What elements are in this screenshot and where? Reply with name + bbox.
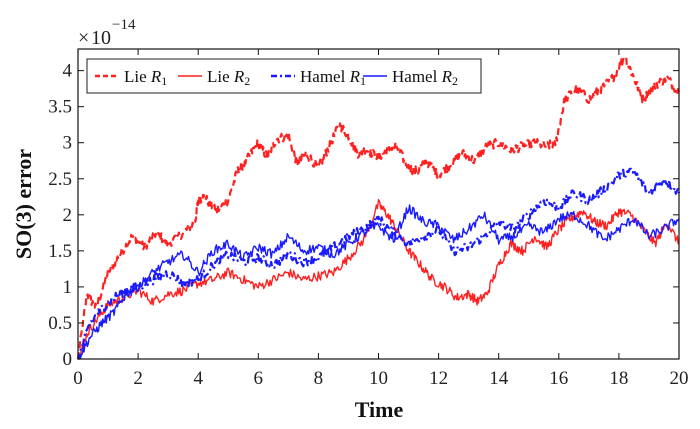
multiplier-exponent: −14 [112, 17, 136, 33]
x-tick-label: 6 [254, 368, 264, 389]
multiplier-times: × [78, 27, 89, 49]
x-tick-label: 14 [489, 368, 509, 389]
y-tick-label: 2 [63, 205, 73, 226]
y-tick-label: 0.5 [48, 313, 72, 334]
multiplier-base: 10 [91, 27, 111, 49]
ticks-layer: 0 2 4 6 8 10 12 14 16 18 20 0 0.5 1 1.5 2 2.5 3 3.5 4 [48, 49, 689, 389]
x-axis-label: Time [355, 397, 404, 422]
x-tick-label: 10 [369, 368, 388, 389]
legend-label-3: Hamel R1 [300, 67, 366, 88]
y-tick-label: 2.5 [48, 169, 72, 190]
x-tick-label: 18 [609, 368, 628, 389]
legend-box [86, 58, 482, 94]
x-tick-label: 16 [549, 368, 568, 389]
series-line-1 [76, 56, 681, 360]
legend-label-2: Lie R2 [207, 67, 250, 88]
y-multiplier: × 10 −14 [78, 17, 136, 49]
y-axis-label: SO(3) error [11, 149, 36, 259]
series-line-4 [77, 204, 680, 360]
x-tick-label: 20 [670, 368, 689, 389]
y-tick-label: 3.5 [48, 97, 72, 118]
legend: Lie R1 Lie R2 Hamel R1 Hamel R2 [86, 58, 482, 94]
x-tick-label: 8 [314, 368, 324, 389]
x-tick-label: 12 [429, 368, 448, 389]
x-tick-label: 4 [193, 368, 203, 389]
y-tick-label: 0 [63, 349, 73, 370]
y-tick-label: 1.5 [48, 241, 72, 262]
x-tick-label: 0 [73, 368, 83, 389]
y-tick-label: 1 [63, 277, 73, 298]
legend-label-4: Hamel R2 [392, 67, 458, 88]
y-tick-label: 4 [63, 61, 73, 82]
legend-label-1: Lie R1 [124, 67, 167, 88]
y-tick-label: 3 [63, 133, 73, 154]
x-tick-label: 2 [133, 368, 143, 389]
series-layer [76, 56, 681, 360]
labels-layer: Time SO(3) error × 10 −14 [11, 17, 403, 422]
